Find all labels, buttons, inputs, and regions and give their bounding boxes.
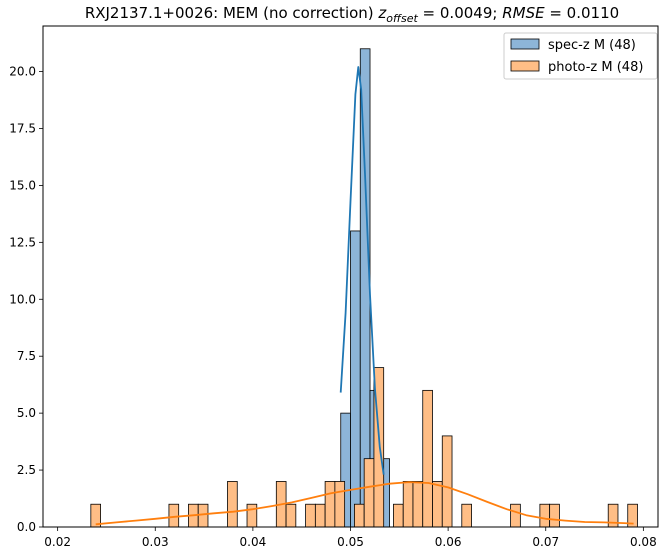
hist-bar-series-1-16	[402, 481, 414, 528]
chart-title: RXJ2137.1+0026: MEM (no correction) zoff…	[85, 4, 619, 25]
hist-bar-series-0-1	[350, 230, 361, 528]
hist-bar-series-1-10	[324, 481, 336, 528]
legend-label-photo-z: photo-z M (48)	[548, 60, 643, 75]
x-tick-label-0: 0.02	[44, 535, 71, 549]
title-z-subscript: offset	[386, 12, 418, 25]
title-rmse-value: = 0.0110	[545, 4, 620, 22]
x-tick-label-5: 0.07	[532, 535, 559, 549]
x-tick-label-2: 0.04	[240, 535, 267, 549]
hist-bar-series-1-23	[539, 503, 551, 528]
hist-bar-series-1-3	[197, 503, 209, 528]
kde-line-series-0	[339, 66, 385, 475]
legend: spec-z M (48) photo-z M (48)	[503, 32, 658, 80]
plot-area: 0.02 0.03 0.04 0.05 0.06 0.07 0.08 0.0 2.5 5.0 7.5…	[9, 25, 659, 549]
kde-line-series-1	[95, 481, 634, 526]
hist-bar-series-1-8	[305, 503, 316, 528]
x-tick-label-1: 0.03	[142, 535, 169, 549]
hist-bar-series-1-19	[432, 481, 443, 528]
title-z-symbol: z	[377, 4, 387, 22]
hist-bar-series-1-13	[363, 458, 375, 528]
y-tick-label-2: 5.0	[17, 406, 36, 420]
y-tick-label-6: 15.0	[9, 178, 36, 192]
hist-bar-series-1-9	[314, 503, 326, 528]
title-rmse-symbol: RMSE	[502, 4, 545, 22]
y-tick-label-3: 7.5	[17, 349, 36, 363]
hist-bar-series-1-12	[354, 503, 365, 528]
x-tick-label-3: 0.05	[337, 535, 364, 549]
hist-bar-series-1-11	[334, 481, 346, 528]
hist-bar-series-1-18	[422, 389, 433, 528]
legend-frame	[503, 32, 658, 80]
y-tick-label-1: 2.5	[17, 463, 36, 477]
x-tick-label-6: 0.08	[630, 535, 657, 549]
y-tick-label-5: 12.5	[9, 235, 36, 249]
y-tick-label-0: 0.0	[17, 520, 36, 534]
hist-bar-series-1-5	[246, 503, 258, 528]
hist-bar-series-1-7	[285, 503, 297, 528]
legend-swatch-spec-z	[510, 38, 540, 50]
y-tick-label-7: 17.5	[9, 121, 36, 135]
title-prefix: RXJ2137.1+0026: MEM (no correction)	[85, 4, 379, 22]
hist-bar-series-1-17	[412, 481, 424, 528]
hist-bar-series-1-20	[441, 435, 453, 528]
x-tick-label-4: 0.06	[435, 535, 462, 549]
hist-bar-series-1-22	[510, 503, 521, 528]
y-tick-label-4: 10.0	[9, 292, 36, 306]
hist-bar-series-1-15	[393, 503, 404, 528]
legend-swatch-photo-z	[510, 60, 540, 72]
hist-bar-series-1-21	[461, 503, 472, 528]
hist-bar-series-1-1	[168, 503, 180, 528]
hist-bar-series-1-24	[549, 503, 560, 528]
title-z-value: = 0.0049;	[418, 4, 502, 22]
legend-label-spec-z: spec-z M (48)	[548, 38, 636, 53]
hist-bar-series-1-4	[227, 481, 238, 528]
y-tick-label-8: 20.0	[9, 65, 36, 79]
